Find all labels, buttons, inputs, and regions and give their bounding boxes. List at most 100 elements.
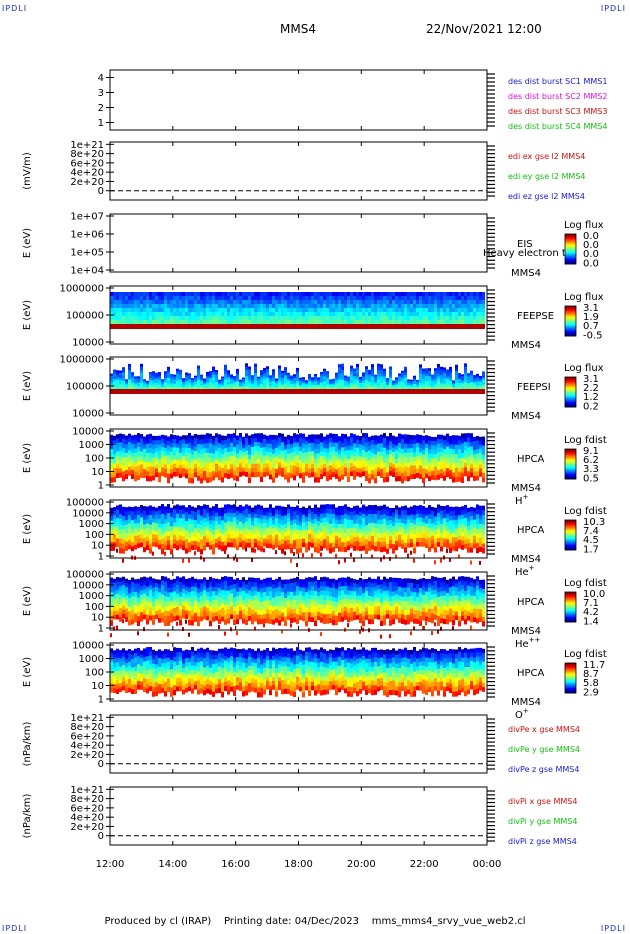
ytick-label-edi-4: 8e+20 (70, 149, 104, 160)
colorbar-tick-feepse-0: 3.1 (583, 303, 599, 314)
ytick-label-divpi-4: 8e+20 (70, 794, 104, 805)
ytick-label-hpca_he2-1: 10 (91, 613, 104, 624)
colorbar-tick-hpca_h-3: 0.5 (583, 473, 599, 484)
ytick-label-hpca_he-2: 100 (85, 530, 104, 541)
ytick-label-divpe-1: 2e+20 (70, 750, 104, 761)
ytick-label-hpca_o-0: 1 (98, 695, 104, 706)
colorbar-hpca_h (564, 448, 577, 480)
legend-entry-divpe-0: divPe x gse MMS4 (508, 725, 580, 734)
panel-feepsi: 10000 100000 1000000 E (eV) FEEPSI MMS4 Log fl… (22, 355, 604, 423)
colorbar-title-hpca_he2: Log fdist (564, 578, 607, 589)
ytick-label-hpca_o-1: 10 (91, 681, 104, 692)
time-tick-label-3: 18:00 (284, 859, 313, 870)
ytick-label-eis-3: 1e+07 (70, 212, 104, 223)
legend-entry-edi-0: edi ex gse l2 MMS4 (508, 152, 585, 161)
spectrogram-hpca_he (110, 504, 485, 568)
ytick-label-hpca_h-3: 1000 (79, 440, 104, 451)
ylabel-divpi: (nPa/km) (22, 794, 33, 839)
colorbar-tick-hpca_he2-1: 7.1 (583, 598, 599, 609)
ytick-label-hpca_he2-4: 10000 (72, 580, 104, 591)
ytick-label-edi-3: 6e+20 (70, 158, 104, 169)
sc-label-hpca_he: MMS4 (511, 554, 541, 565)
colorbar-tick-hpca_he-3: 1.7 (583, 544, 599, 555)
mission-title: MMS4 (280, 22, 316, 36)
time-tick-label-2: 16:00 (221, 859, 250, 870)
colorbar-tick-hpca_o-1: 8.7 (583, 669, 599, 680)
ytick-label-hpca_o-3: 1000 (79, 654, 104, 665)
footer-printing-date: Printing date: 04/Dec/2023 (223, 916, 359, 927)
colorbar-tick-hpca_he-1: 7.4 (583, 526, 599, 537)
sc-label-hpca_he2: MMS4 (511, 626, 541, 637)
spectrogram-hpca_o (110, 647, 485, 698)
colorbar-tick-hpca_o-3: 2.9 (583, 687, 599, 698)
time-tick-label-6: 00:00 (473, 859, 502, 870)
corner-label-bottom-right: IPDLI (600, 924, 626, 933)
time-tick-label-5: 22:00 (410, 859, 439, 870)
ylabel-edi: (mV/m) (22, 152, 33, 190)
ytick-label-hpca_he-0: 1 (98, 552, 104, 563)
colorbar-tick-feepse-2: 0.7 (583, 321, 599, 332)
colorbar-title-eis: Log flux (564, 220, 604, 231)
ytick-label-hpca_he2-2: 100 (85, 602, 104, 613)
inst-label-feepsi: FEEPSI (517, 382, 551, 393)
colorbar-title-feepse: Log flux (564, 292, 604, 303)
inst-label-eis: EIS (517, 239, 533, 250)
panel-feepse: 10000 100000 1000000 E (eV) FEEPSE MMS4 Log fl… (22, 284, 604, 352)
panel-frame-eis (109, 213, 488, 273)
colorbar-tick-feepse-1: 1.9 (583, 312, 599, 323)
species-label-hpca_he2: He++ (515, 636, 541, 650)
ylabel-hpca_he: E (eV) (22, 514, 33, 544)
ytick-label-eis-0: 1e+04 (70, 266, 104, 277)
ytick-label-hpca_he2-5: 100000 (66, 570, 104, 581)
ytick-label-hpca_o-2: 100 (85, 668, 104, 679)
ytick-label-hpca_h-0: 1 (98, 481, 104, 492)
ytick-label-feepsi-1: 100000 (66, 382, 104, 393)
colorbar-tick-hpca_h-1: 6.2 (583, 455, 599, 466)
colorbar-title-feepsi: Log flux (564, 363, 604, 374)
time-axis: 12:00 14:00 16:00 18:00 20:00 22:00 00:00 (96, 70, 502, 870)
footer-producer: Produced by cl (IRAP) (104, 916, 212, 927)
species-label-hpca_o: O+ (515, 707, 529, 721)
spectrogram-hpca_h (110, 433, 485, 484)
colorbar-feepsi (564, 376, 577, 408)
ytick-label-edi-0: 0 (98, 186, 104, 197)
colorbar-tick-eis-3: 0.0 (583, 258, 599, 269)
ytick-label-divpi-2: 4e+20 (70, 813, 104, 824)
colorbar-tick-eis-1: 0.0 (583, 240, 599, 251)
inst-label-hpca_he: HPCA (517, 525, 545, 536)
ytick-label-divpe-0: 0 (98, 759, 104, 770)
panel-frame-burst (109, 69, 488, 131)
colorbar-title-hpca_he: Log fdist (564, 506, 607, 517)
panel-frame-edi (109, 141, 488, 201)
ytick-label-feepse-2: 1000000 (59, 284, 104, 295)
ytick-label-hpca_he-4: 10000 (72, 508, 104, 519)
inst-label-feepse: FEEPSE (517, 311, 554, 322)
ytick-label-burst-0: 1 (98, 118, 104, 129)
ytick-label-hpca_h-2: 100 (85, 454, 104, 465)
ytick-label-divpe-4: 8e+20 (70, 722, 104, 733)
colorbar-tick-hpca_he2-3: 1.4 (583, 616, 599, 627)
ylabel-eis: E (eV) (22, 228, 33, 258)
colorbar-tick-eis-2: 0.0 (583, 249, 599, 260)
spectrogram-feepsi (110, 363, 485, 394)
colorbar-tick-feepse-3: -0.5 (583, 330, 603, 341)
ytick-label-burst-2: 3 (98, 88, 104, 99)
legend-entry-divpe-2: divPe z gse MMS4 (508, 765, 579, 774)
ytick-label-edi-2: 4e+20 (70, 168, 104, 179)
colorbar-tick-hpca_h-2: 3.3 (583, 464, 599, 475)
colorbar-feepse (564, 305, 577, 337)
spectrogram-feepse (110, 292, 485, 329)
ytick-label-divpe-5: 1e+21 (70, 713, 104, 724)
ytick-label-eis-1: 1e+05 (70, 248, 104, 259)
panel-frame-divpe (109, 714, 488, 774)
panel-burst: 1 2 3 4 des dist burst SC1 MMS1 des dist burs… (98, 69, 607, 131)
time-tick-label-0: 12:00 (96, 859, 125, 870)
ylabel-feepse: E (eV) (22, 300, 33, 330)
ytick-label-burst-1: 2 (98, 103, 104, 114)
colorbar-tick-feepsi-2: 1.2 (583, 392, 599, 403)
ytick-label-hpca_he-3: 1000 (79, 519, 104, 530)
corner-label-top-left: IPDLI (2, 4, 28, 13)
